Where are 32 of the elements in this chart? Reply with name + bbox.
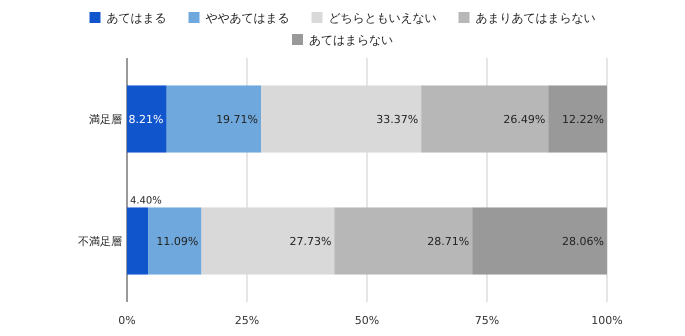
y-tick-label: 満足層: [89, 113, 122, 126]
x-tick-label: 50%: [354, 314, 380, 327]
text: 11.09%: [156, 235, 198, 248]
x-tick-label: 100%: [591, 314, 623, 327]
text: 28.06%: [562, 235, 604, 248]
text: 12.22%: [562, 113, 604, 126]
x-tick-label: 25%: [234, 314, 260, 327]
bar: [548, 85, 607, 153]
bar: [148, 207, 202, 275]
legend-label: ややあてはまる: [206, 11, 290, 25]
text: 4.40%: [130, 195, 162, 206]
legend-label: あてはまらない: [309, 33, 393, 47]
legend-label: あてはまる: [106, 11, 166, 25]
bar: [421, 85, 548, 153]
bar: [127, 207, 148, 275]
text: 27.73%: [290, 235, 332, 248]
text: 26.49%: [503, 113, 546, 126]
bar: [127, 85, 166, 153]
text: 8.21%: [128, 113, 164, 126]
bar: [472, 207, 607, 275]
text: 19.71%: [216, 113, 258, 126]
text: 33.37%: [376, 113, 418, 126]
legend-label: あまりあてはまらない: [476, 11, 596, 25]
x-tick-label: 75%: [474, 314, 500, 327]
bar: [201, 207, 334, 275]
bar: [334, 207, 472, 275]
bar: [261, 85, 422, 153]
text: 28.71%: [427, 235, 470, 248]
y-tick-label: 不満足層: [78, 235, 122, 248]
x-tick-label: 0%: [118, 314, 136, 327]
legend-label: どちらともいえない: [328, 11, 436, 25]
bar: [166, 85, 262, 153]
